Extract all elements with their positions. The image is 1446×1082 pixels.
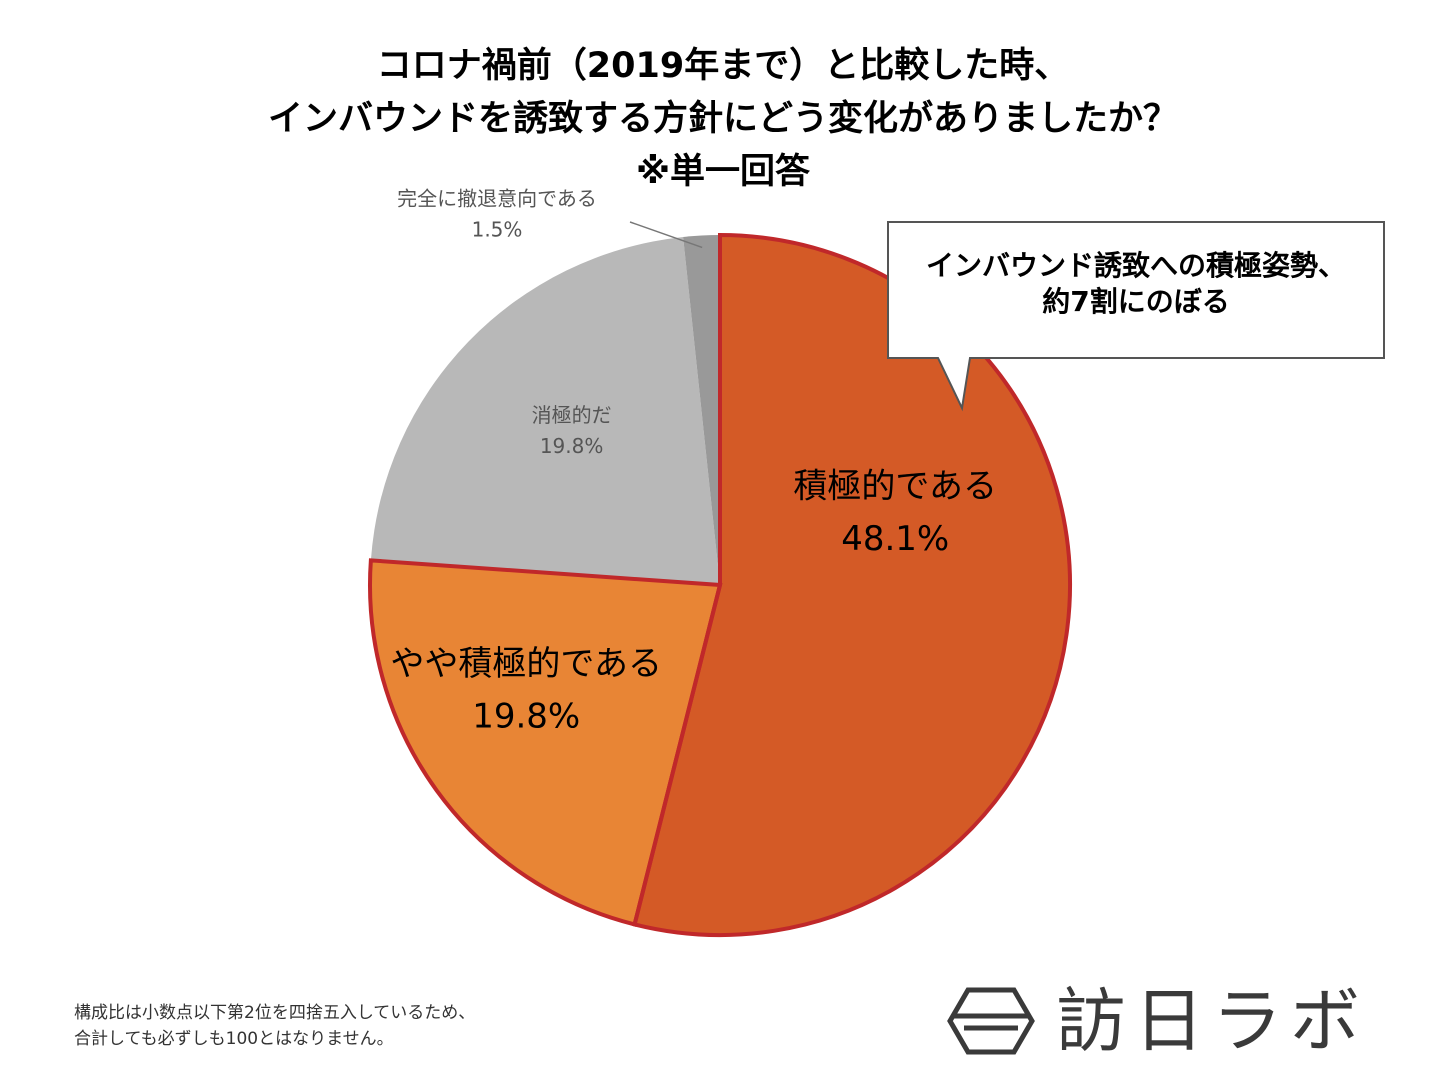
callout-shape bbox=[887, 221, 1385, 412]
callout-line-2: 約7割にのぼる bbox=[1042, 285, 1230, 318]
slice-value-4: 1.5% bbox=[472, 217, 523, 241]
slice-label-1: 積極的である bbox=[793, 466, 997, 506]
callout-bubble bbox=[887, 221, 1385, 412]
callout-box: インバウンド誘致への積極姿勢、 約7割にのぼる bbox=[888, 222, 1384, 358]
pie-slice-border-2 bbox=[368, 558, 723, 927]
chart-title: コロナ禍前（2019年まで）と比較した時、 インバウンドを誘致する方針にどう変化… bbox=[0, 40, 1446, 199]
footnote-line-1: 構成比は小数点以下第2位を四捨五入しているため、 bbox=[74, 1003, 476, 1023]
footnote-line-2: 合計しても必ずしも100とはなりません。 bbox=[74, 1029, 394, 1049]
slice-value-2: 19.8% bbox=[472, 696, 580, 736]
title-line-1: コロナ禍前（2019年まで）と比較した時、 bbox=[376, 46, 1070, 86]
brand-logo: 訪日ラボ bbox=[946, 976, 1406, 1066]
slice-value-1: 48.1% bbox=[841, 519, 949, 559]
pie-slice-2 bbox=[370, 560, 720, 925]
slice-label-2: やや積極的である bbox=[390, 644, 662, 684]
title-line-3: ※単一回答 bbox=[635, 152, 811, 192]
pie-labels: 積極的である 48.1% やや積極的である 19.8% 消極的だ 19.8% 完全に撤退意向… bbox=[390, 186, 997, 736]
pie-slice-4 bbox=[683, 235, 720, 585]
slice-value-3: 19.8% bbox=[540, 434, 604, 458]
leader-line bbox=[629, 221, 703, 249]
callout-line-1: インバウンド誘致への積極姿勢、 bbox=[925, 249, 1346, 282]
logo-hexagon-icon bbox=[947, 987, 1035, 1055]
pie-slices bbox=[368, 232, 1072, 937]
slice-label-4: 完全に撤退意向である bbox=[397, 186, 597, 210]
footnote: 構成比は小数点以下第2位を四捨五入しているため、 合計しても必ずしも100とはな… bbox=[74, 1000, 475, 1052]
pie-slice-1 bbox=[634, 235, 1071, 936]
title-line-2: インバウンドを誘致する方針にどう変化がありましたか？ bbox=[267, 99, 1178, 139]
logo-text: 訪日ラボ bbox=[1056, 980, 1368, 1062]
slice-label-3: 消極的だ bbox=[532, 403, 612, 427]
pie-slice-3 bbox=[370, 236, 720, 585]
